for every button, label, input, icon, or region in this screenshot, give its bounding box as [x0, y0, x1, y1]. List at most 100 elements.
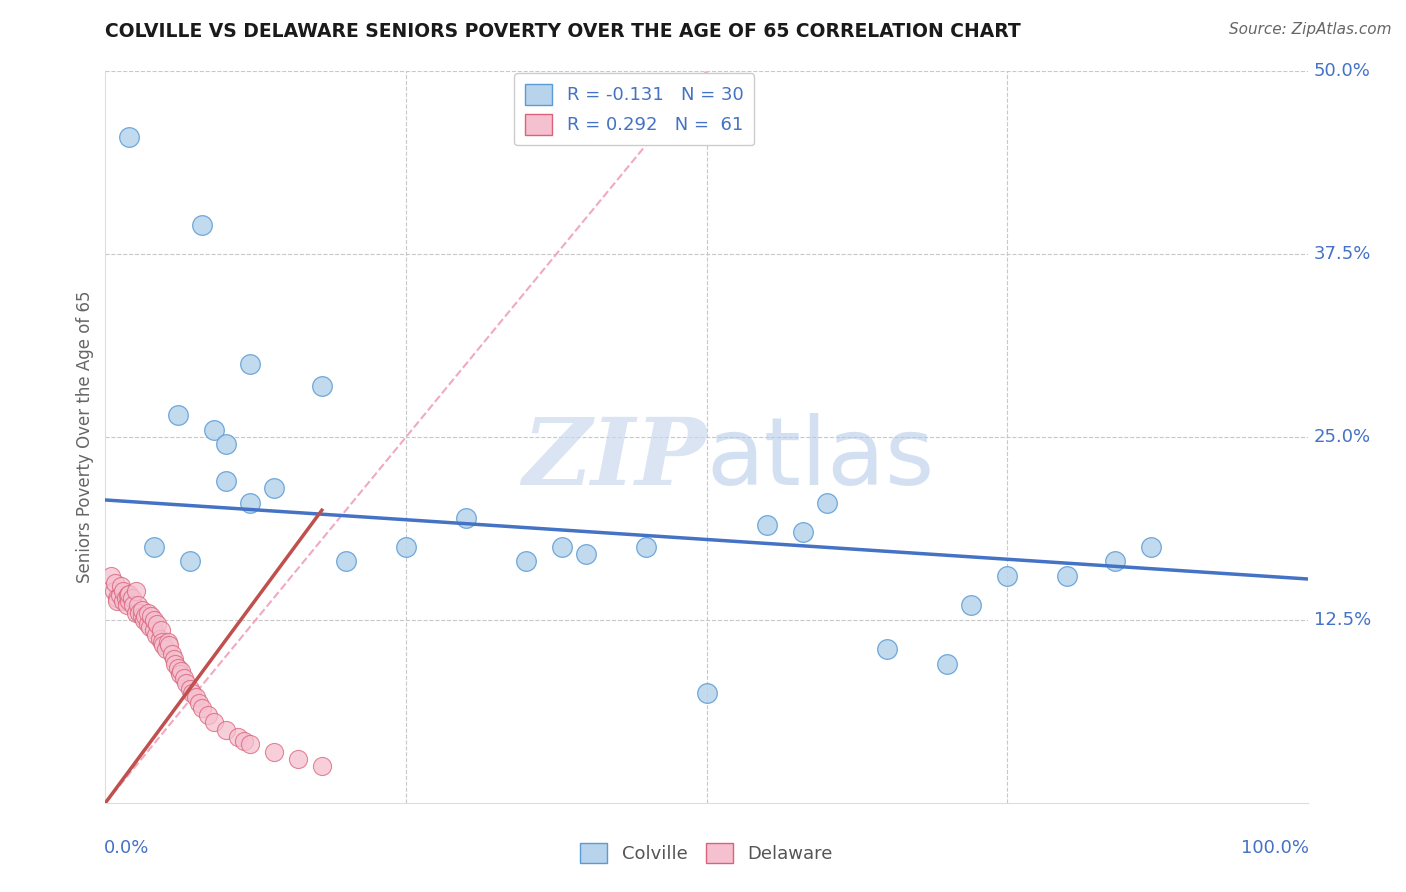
- Point: [148, 632, 170, 646]
- Point: [239, 357, 262, 371]
- Point: [190, 700, 212, 714]
- Point: [146, 617, 169, 632]
- Point: [696, 686, 718, 700]
- Point: [107, 591, 129, 605]
- Point: [142, 540, 165, 554]
- Point: [995, 569, 1018, 583]
- Point: [163, 652, 186, 666]
- Point: [152, 638, 174, 652]
- Point: [124, 606, 146, 620]
- Point: [815, 496, 838, 510]
- Text: 12.5%: 12.5%: [1313, 611, 1371, 629]
- Point: [108, 588, 131, 602]
- Point: [239, 496, 262, 510]
- Point: [122, 599, 145, 613]
- Point: [103, 583, 125, 598]
- Point: [232, 734, 254, 748]
- Text: ZIP: ZIP: [522, 414, 707, 504]
- Point: [118, 594, 141, 608]
- Point: [136, 617, 159, 632]
- Point: [115, 591, 138, 605]
- Text: 37.5%: 37.5%: [1313, 245, 1371, 263]
- Point: [112, 583, 135, 598]
- Point: [214, 437, 236, 451]
- Text: 50.0%: 50.0%: [1313, 62, 1371, 80]
- Point: [179, 554, 201, 568]
- Y-axis label: Seniors Poverty Over the Age of 65: Seniors Poverty Over the Age of 65: [76, 291, 94, 583]
- Point: [287, 752, 309, 766]
- Point: [792, 525, 814, 540]
- Text: 0.0%: 0.0%: [104, 839, 149, 857]
- Point: [197, 708, 219, 723]
- Point: [226, 730, 249, 744]
- Point: [131, 608, 153, 623]
- Point: [174, 676, 197, 690]
- Point: [755, 517, 778, 532]
- Point: [214, 723, 236, 737]
- Point: [1056, 569, 1078, 583]
- Point: [139, 620, 162, 634]
- Point: [165, 657, 187, 671]
- Point: [335, 554, 357, 568]
- Point: [107, 594, 129, 608]
- Point: [160, 647, 183, 661]
- Point: [132, 613, 155, 627]
- Point: [117, 588, 139, 602]
- Point: [127, 599, 149, 613]
- Point: [136, 606, 159, 620]
- Point: [263, 745, 285, 759]
- Point: [166, 408, 188, 422]
- Point: [100, 569, 122, 583]
- Point: [960, 599, 983, 613]
- Point: [142, 623, 165, 637]
- Point: [311, 759, 333, 773]
- Point: [149, 623, 172, 637]
- Point: [876, 642, 898, 657]
- Point: [515, 554, 537, 568]
- Point: [155, 642, 177, 657]
- Point: [202, 715, 225, 730]
- Text: 25.0%: 25.0%: [1313, 428, 1371, 446]
- Point: [263, 481, 285, 495]
- Point: [936, 657, 959, 671]
- Point: [214, 474, 236, 488]
- Point: [166, 661, 188, 675]
- Point: [104, 576, 127, 591]
- Point: [157, 638, 180, 652]
- Point: [1140, 540, 1163, 554]
- Legend: Colville, Delaware: Colville, Delaware: [569, 831, 844, 874]
- Point: [184, 690, 207, 705]
- Point: [142, 613, 165, 627]
- Point: [134, 608, 156, 623]
- Point: [1104, 554, 1126, 568]
- Point: [112, 594, 135, 608]
- Point: [454, 510, 477, 524]
- Point: [156, 635, 179, 649]
- Point: [169, 667, 191, 681]
- Point: [170, 664, 193, 678]
- Point: [118, 130, 141, 145]
- Point: [145, 627, 167, 641]
- Point: [202, 423, 225, 437]
- Point: [190, 218, 212, 232]
- Point: [188, 696, 211, 710]
- Point: [115, 599, 138, 613]
- Text: COLVILLE VS DELAWARE SENIORS POVERTY OVER THE AGE OF 65 CORRELATION CHART: COLVILLE VS DELAWARE SENIORS POVERTY OVE…: [105, 22, 1021, 41]
- Text: 100.0%: 100.0%: [1240, 839, 1309, 857]
- Point: [110, 579, 132, 593]
- Point: [239, 737, 262, 751]
- Point: [131, 603, 153, 617]
- Point: [118, 586, 141, 600]
- Point: [575, 547, 598, 561]
- Point: [179, 681, 201, 696]
- Point: [139, 608, 162, 623]
- Point: [636, 540, 658, 554]
- Point: [150, 635, 173, 649]
- Point: [128, 606, 150, 620]
- Text: atlas: atlas: [707, 413, 935, 505]
- Point: [551, 540, 574, 554]
- Point: [121, 591, 143, 605]
- Point: [124, 583, 146, 598]
- Point: [395, 540, 418, 554]
- Point: [311, 379, 333, 393]
